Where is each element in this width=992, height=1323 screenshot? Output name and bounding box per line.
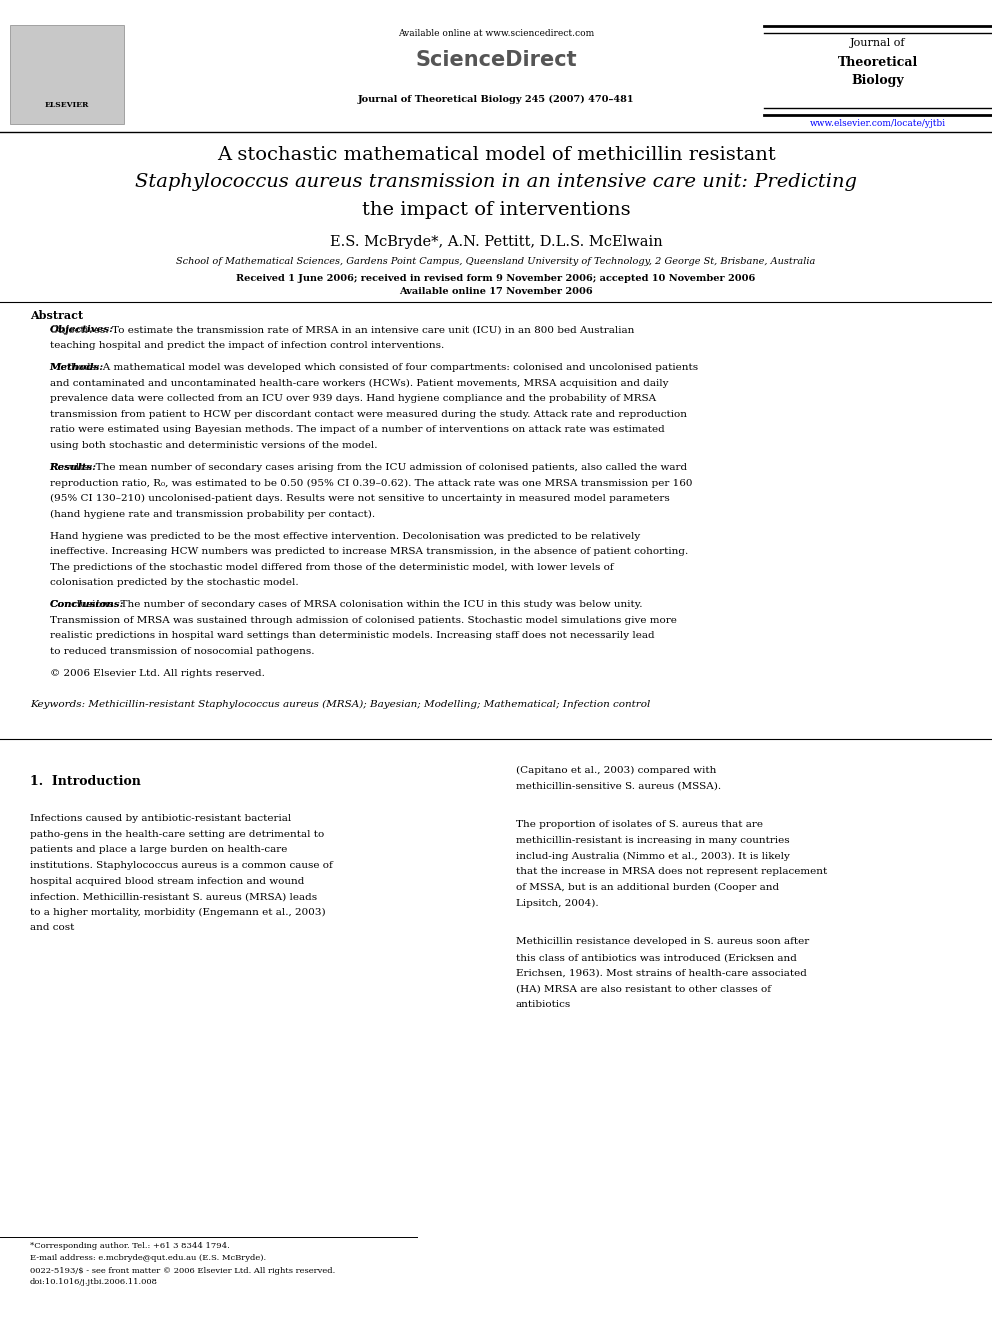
Text: to reduced transmission of nosocomial pathogens.: to reduced transmission of nosocomial pa… <box>50 647 314 656</box>
Text: Hand hygiene was predicted to be the most effective intervention. Decolonisation: Hand hygiene was predicted to be the mos… <box>50 532 640 541</box>
Text: ratio were estimated using Bayesian methods. The impact of a number of intervent: ratio were estimated using Bayesian meth… <box>50 426 665 434</box>
Text: School of Mathematical Sciences, Gardens Point Campus, Queensland University of : School of Mathematical Sciences, Gardens… <box>177 257 815 266</box>
Text: E-mail address: e.mcbryde@qut.edu.au (E.S. McBryde).: E-mail address: e.mcbryde@qut.edu.au (E.… <box>30 1254 266 1262</box>
Text: Erichsen, 1963). Most strains of health-care associated: Erichsen, 1963). Most strains of health-… <box>516 968 806 978</box>
Text: © 2006 Elsevier Ltd. All rights reserved.: © 2006 Elsevier Ltd. All rights reserved… <box>50 669 265 677</box>
Text: Objectives:: Objectives: <box>50 325 114 335</box>
Text: www.elsevier.com/locate/yjtbi: www.elsevier.com/locate/yjtbi <box>809 119 946 128</box>
Text: methicillin-resistant is increasing in many countries: methicillin-resistant is increasing in m… <box>516 836 790 845</box>
Text: prevalence data were collected from an ICU over 939 days. Hand hygiene complianc: prevalence data were collected from an I… <box>50 394 656 404</box>
Text: Methicillin resistance developed in S. aureus soon after: Methicillin resistance developed in S. a… <box>516 938 809 946</box>
Text: and contaminated and uncontaminated health-care workers (HCWs). Patient movement: and contaminated and uncontaminated heal… <box>50 378 668 388</box>
Text: reproduction ratio, R₀, was estimated to be 0.50 (95% CI 0.39–0.62). The attack : reproduction ratio, R₀, was estimated to… <box>50 479 692 488</box>
Text: to a higher mortality, morbidity (Engemann et al., 2003): to a higher mortality, morbidity (Engema… <box>30 908 325 917</box>
Text: Journal of: Journal of <box>850 38 906 49</box>
Text: Lipsitch, 2004).: Lipsitch, 2004). <box>516 898 598 908</box>
Text: of MSSA, but is an additional burden (Cooper and: of MSSA, but is an additional burden (Co… <box>516 882 779 892</box>
Text: colonisation predicted by the stochastic model.: colonisation predicted by the stochastic… <box>50 578 299 587</box>
Text: patho-gens in the health-care setting are detrimental to: patho-gens in the health-care setting ar… <box>30 830 324 839</box>
Text: Available online 17 November 2006: Available online 17 November 2006 <box>399 287 593 296</box>
Text: (hand hygiene rate and transmission probability per contact).: (hand hygiene rate and transmission prob… <box>50 509 375 519</box>
Text: The predictions of the stochastic model differed from those of the deterministic: The predictions of the stochastic model … <box>50 562 613 572</box>
Text: Keywords: Methicillin-resistant Staphylococcus aureus (MRSA); Bayesian; Modellin: Keywords: Methicillin-resistant Staphylo… <box>30 700 650 709</box>
FancyBboxPatch shape <box>10 25 124 124</box>
Text: Received 1 June 2006; received in revised form 9 November 2006; accepted 10 Nove: Received 1 June 2006; received in revise… <box>236 274 756 283</box>
Text: methicillin-sensitive S. aureus (MSSA).: methicillin-sensitive S. aureus (MSSA). <box>516 782 721 790</box>
Text: Results:: Results: <box>50 463 97 472</box>
Text: Conclusions:: Conclusions: <box>50 601 124 609</box>
Text: Methods:: Methods: <box>50 363 104 372</box>
Text: (Capitano et al., 2003) compared with: (Capitano et al., 2003) compared with <box>516 766 716 775</box>
Text: Abstract: Abstract <box>30 310 83 320</box>
Text: hospital acquired blood stream infection and wound: hospital acquired blood stream infection… <box>30 877 305 885</box>
Text: infection. Methicillin-resistant S. aureus (MRSA) leads: infection. Methicillin-resistant S. aure… <box>30 892 316 901</box>
Text: teaching hospital and predict the impact of infection control interventions.: teaching hospital and predict the impact… <box>50 341 443 351</box>
Text: (HA) MRSA are also resistant to other classes of: (HA) MRSA are also resistant to other cl… <box>516 984 771 994</box>
Text: E.S. McBryde*, A.N. Pettitt, D.L.S. McElwain: E.S. McBryde*, A.N. Pettitt, D.L.S. McEl… <box>329 235 663 250</box>
Text: Methods: A mathematical model was developed which consisted of four compartments: Methods: A mathematical model was develo… <box>50 363 697 372</box>
Text: the impact of interventions: the impact of interventions <box>362 201 630 220</box>
Text: realistic predictions in hospital ward settings than deterministic models. Incre: realistic predictions in hospital ward s… <box>50 631 655 640</box>
Text: Biology: Biology <box>851 74 905 87</box>
Text: Journal of Theoretical Biology 245 (2007) 470–481: Journal of Theoretical Biology 245 (2007… <box>358 95 634 105</box>
Text: *Corresponding author. Tel.: +61 3 8344 1794.: *Corresponding author. Tel.: +61 3 8344 … <box>30 1242 229 1250</box>
Text: Results: The mean number of secondary cases arising from the ICU admission of co: Results: The mean number of secondary ca… <box>50 463 686 472</box>
Text: The proportion of isolates of S. aureus that are: The proportion of isolates of S. aureus … <box>516 820 763 830</box>
Text: A stochastic mathematical model of methicillin resistant: A stochastic mathematical model of methi… <box>216 146 776 164</box>
Text: 1.  Introduction: 1. Introduction <box>30 775 141 789</box>
Text: ELSEVIER: ELSEVIER <box>45 101 89 108</box>
Text: transmission from patient to HCW per discordant contact were measured during the: transmission from patient to HCW per dis… <box>50 410 686 419</box>
Text: using both stochastic and deterministic versions of the model.: using both stochastic and deterministic … <box>50 441 377 450</box>
Text: Available online at www.sciencedirect.com: Available online at www.sciencedirect.co… <box>398 29 594 38</box>
Text: ineffective. Increasing HCW numbers was predicted to increase MRSA transmission,: ineffective. Increasing HCW numbers was … <box>50 548 687 556</box>
Text: 0022-5193/$ - see front matter © 2006 Elsevier Ltd. All rights reserved.: 0022-5193/$ - see front matter © 2006 El… <box>30 1267 335 1275</box>
Text: Objectives: To estimate the transmission rate of MRSA in an intensive care unit : Objectives: To estimate the transmission… <box>50 325 634 335</box>
Text: antibiotics: antibiotics <box>516 1000 571 1009</box>
Text: Staphylococcus aureus transmission in an intensive care unit: Predicting: Staphylococcus aureus transmission in an… <box>135 173 857 192</box>
Text: Theoretical: Theoretical <box>838 56 918 69</box>
Text: includ-ing Australia (Nimmo et al., 2003). It is likely: includ-ing Australia (Nimmo et al., 2003… <box>516 852 790 861</box>
Text: (95% CI 130–210) uncolonised-patient days. Results were not sensitive to uncerta: (95% CI 130–210) uncolonised-patient day… <box>50 493 670 503</box>
Text: Transmission of MRSA was sustained through admission of colonised patients. Stoc: Transmission of MRSA was sustained throu… <box>50 615 677 624</box>
Text: ScienceDirect: ScienceDirect <box>416 50 576 70</box>
Text: Conclusions: The number of secondary cases of MRSA colonisation within the ICU i: Conclusions: The number of secondary cas… <box>50 601 642 609</box>
Text: doi:10.1016/j.jtbi.2006.11.008: doi:10.1016/j.jtbi.2006.11.008 <box>30 1278 158 1286</box>
Text: that the increase in MRSA does not represent replacement: that the increase in MRSA does not repre… <box>516 867 827 876</box>
Text: institutions. Staphylococcus aureus is a common cause of: institutions. Staphylococcus aureus is a… <box>30 861 332 871</box>
Text: this class of antibiotics was introduced (Ericksen and: this class of antibiotics was introduced… <box>516 953 797 962</box>
Text: patients and place a large burden on health-care: patients and place a large burden on hea… <box>30 845 287 855</box>
Text: Infections caused by antibiotic-resistant bacterial: Infections caused by antibiotic-resistan… <box>30 814 291 823</box>
Text: and cost: and cost <box>30 923 74 933</box>
